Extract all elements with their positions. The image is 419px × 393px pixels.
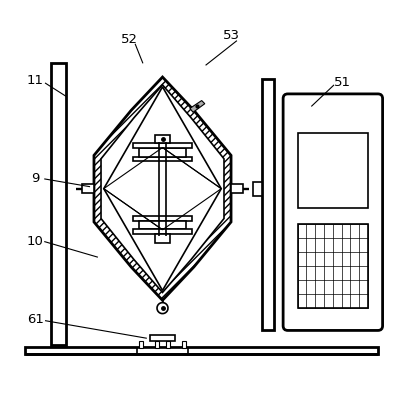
Bar <box>262 79 274 330</box>
Bar <box>297 224 368 308</box>
Polygon shape <box>94 77 231 300</box>
Polygon shape <box>101 85 224 292</box>
Bar <box>26 347 378 354</box>
Bar <box>139 221 186 230</box>
Polygon shape <box>104 87 221 290</box>
Bar <box>155 234 170 243</box>
Text: 9: 9 <box>31 173 39 185</box>
FancyBboxPatch shape <box>283 94 383 331</box>
Bar <box>166 341 171 349</box>
Bar <box>82 184 94 193</box>
Bar <box>155 341 158 349</box>
Bar <box>150 335 175 341</box>
Text: 10: 10 <box>27 235 44 248</box>
Bar <box>51 63 66 345</box>
Bar <box>133 216 192 221</box>
Bar <box>231 184 243 193</box>
Text: 61: 61 <box>27 313 44 326</box>
Bar <box>139 148 186 156</box>
Bar <box>137 349 188 354</box>
Text: 52: 52 <box>121 33 138 46</box>
Bar <box>133 143 192 148</box>
Bar <box>297 133 368 208</box>
Bar <box>155 135 170 143</box>
Polygon shape <box>190 101 205 112</box>
Bar <box>253 182 262 196</box>
Text: 11: 11 <box>27 75 44 88</box>
Bar <box>139 341 143 349</box>
Text: 53: 53 <box>222 29 240 42</box>
Text: 51: 51 <box>334 76 351 90</box>
Bar <box>133 156 192 161</box>
Bar <box>182 341 186 349</box>
Bar <box>133 230 192 234</box>
